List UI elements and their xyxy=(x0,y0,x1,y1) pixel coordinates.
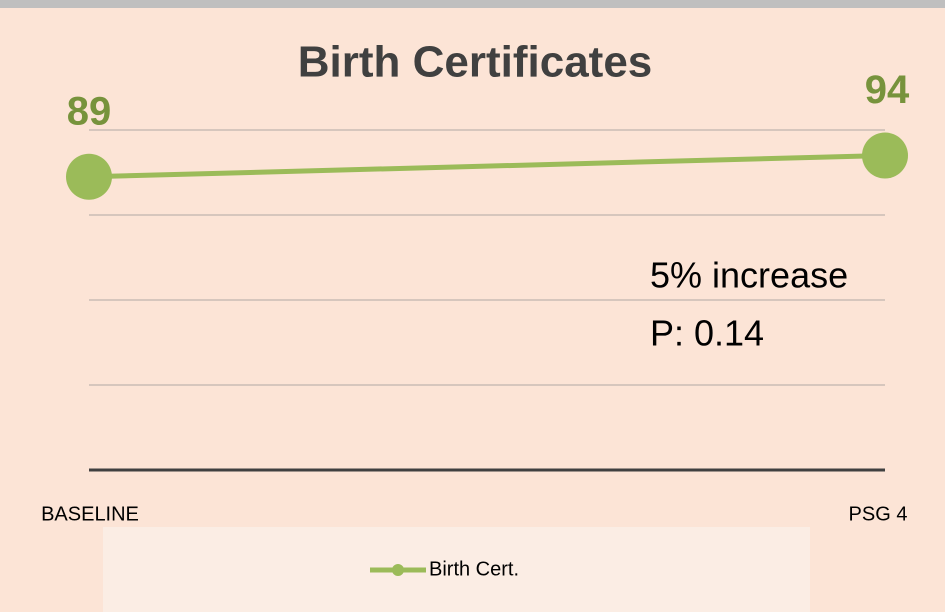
line xyxy=(88,153,886,180)
annotation: P: 0.14 xyxy=(650,313,764,354)
point xyxy=(862,132,908,179)
point xyxy=(66,153,112,200)
legend-label: Birth Cert. xyxy=(429,558,519,580)
chart-title: Birth Certificates xyxy=(298,38,653,87)
legend-marker xyxy=(392,564,404,576)
x-tick-label: PSG 4 xyxy=(849,503,908,525)
annotation: 5% increase xyxy=(650,255,848,296)
data-label: 94 xyxy=(865,68,910,112)
x-tick-label: BASELINE xyxy=(41,503,139,525)
top-bar xyxy=(0,0,945,8)
legend-box xyxy=(103,527,810,612)
data-label: 89 xyxy=(67,89,112,133)
